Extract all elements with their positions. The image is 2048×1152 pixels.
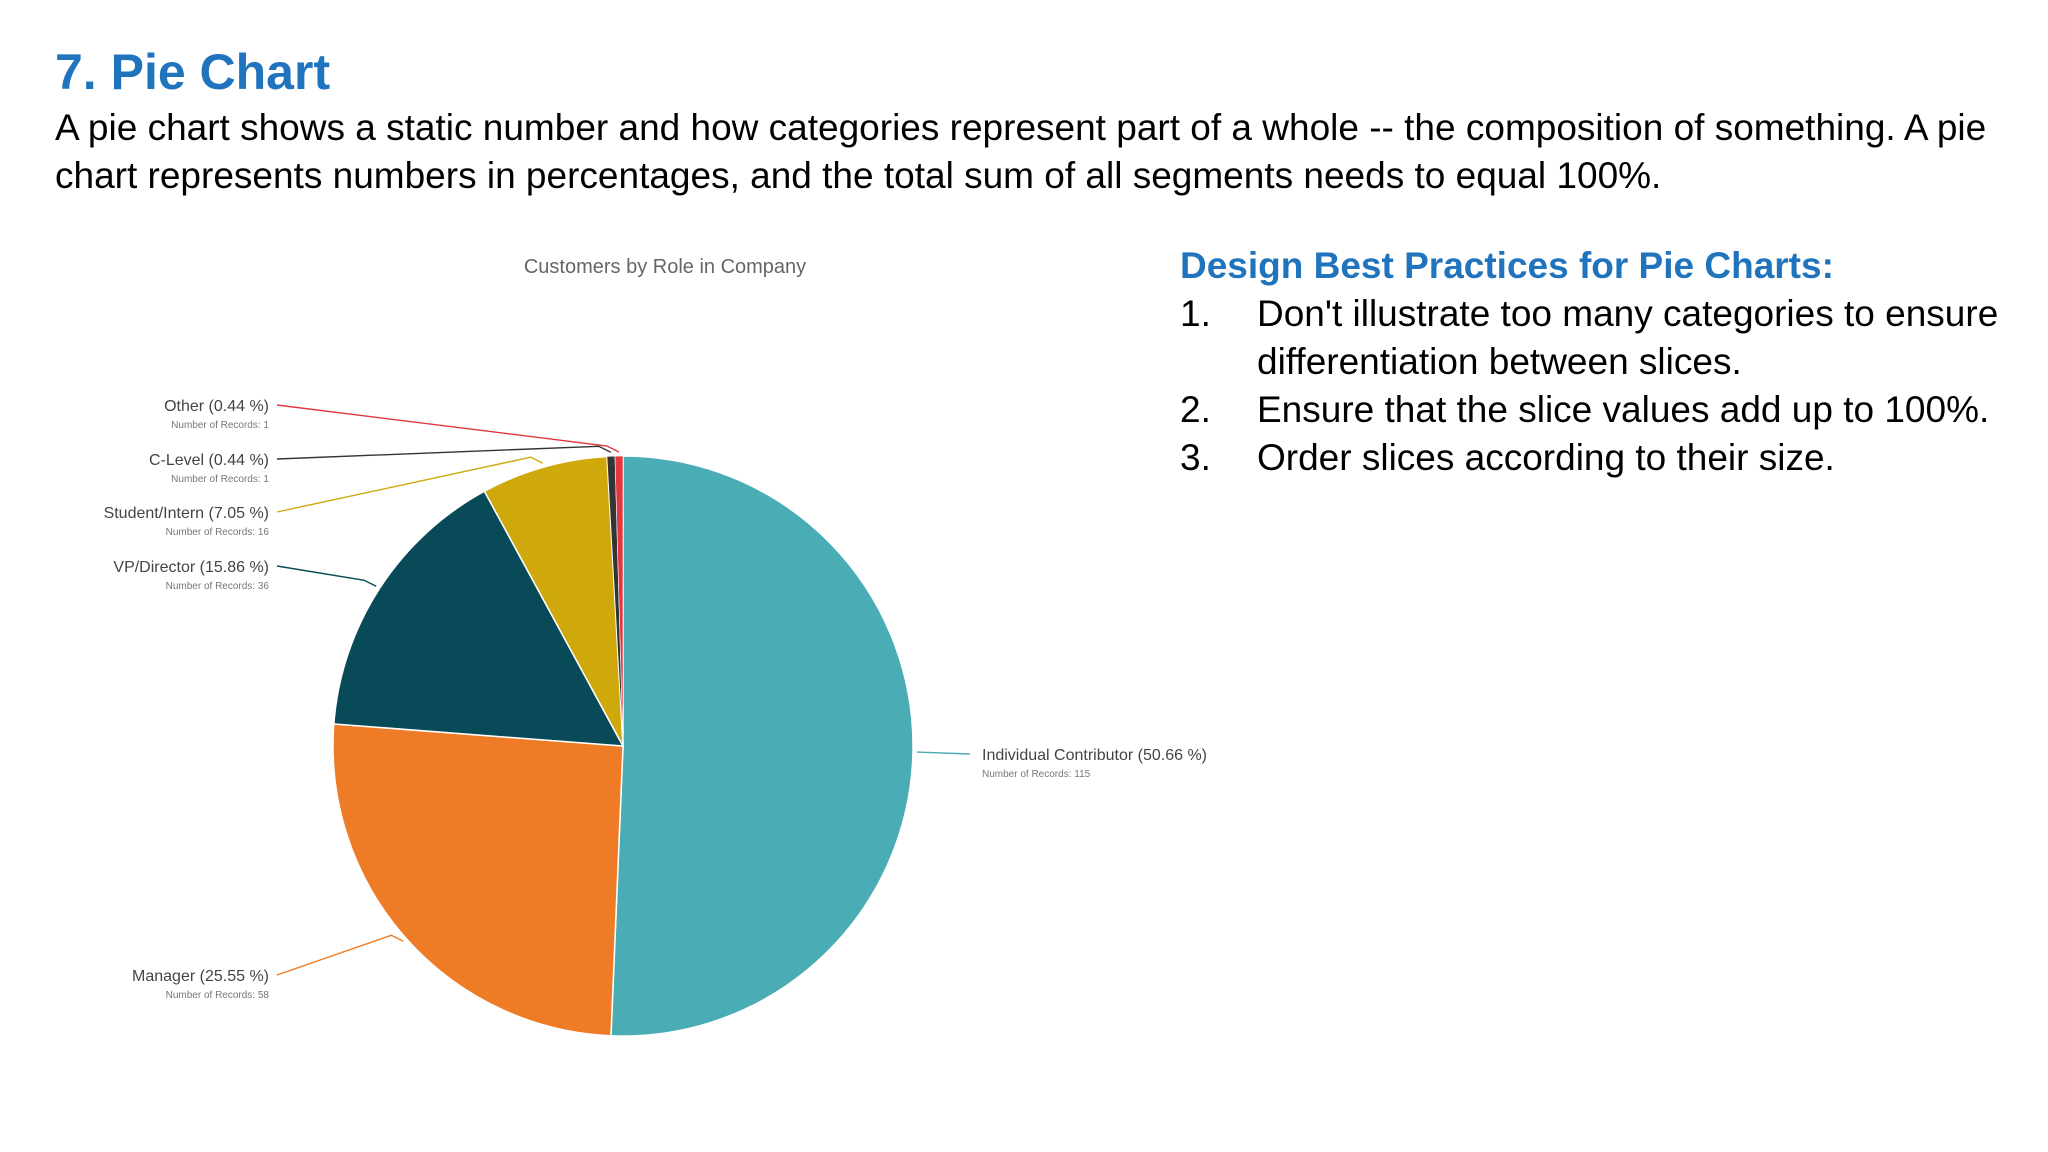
- callout-line: [276, 445, 612, 460]
- pie-slice-other: [614, 455, 624, 747]
- slice-label: Student/Intern (7.05 %): [104, 505, 269, 522]
- list-number: 3.: [1180, 437, 1211, 478]
- slice-records: Number of Records: 1: [171, 474, 269, 485]
- slice-records: Number of Records: 36: [166, 581, 270, 592]
- slice-label: Other (0.44 %): [164, 398, 269, 415]
- slice-labels: Individual Contributor (50.66 %) Number o…: [104, 398, 1207, 1001]
- best-practice-item: 3. Order slices according to their size.: [1180, 434, 2000, 482]
- list-number: 1.: [1180, 293, 1211, 334]
- callout-line: [276, 934, 404, 976]
- best-practices-heading: Design Best Practices for Pie Charts:: [1180, 245, 1834, 286]
- chart-title: Customers by Role in Company: [524, 256, 806, 278]
- callout-line: [276, 456, 544, 513]
- slice-records: Number of Records: 1: [171, 420, 269, 431]
- best-practice-item: 1. Don't illustrate too many categories …: [1180, 290, 2000, 386]
- slice-label: C-Level (0.44 %): [149, 452, 269, 469]
- pie-slice-individual-contributor: [610, 455, 914, 1037]
- slide-title: 7. Pie Chart: [55, 44, 331, 100]
- best-practice-text: Order slices according to their size.: [1257, 437, 1835, 478]
- slide-description: A pie chart shows a static number and ho…: [55, 107, 1987, 196]
- callout-line: [916, 751, 971, 755]
- best-practice-text: Don't illustrate too many categories to …: [1257, 293, 1999, 382]
- pie-chart-svg: Customers by Role in Company Individual …: [104, 256, 1207, 1037]
- slice-records: Number of Records: 115: [982, 769, 1091, 780]
- pie-slice-student-intern: [483, 455, 624, 747]
- slice-label: VP/Director (15.86 %): [113, 559, 269, 576]
- best-practices-panel: Design Best Practices for Pie Charts: 1.…: [1180, 242, 2000, 482]
- slice-label: Manager (25.55 %): [132, 968, 269, 985]
- pie-slices: [332, 455, 914, 1037]
- callout-lines: [276, 404, 971, 976]
- pie-chart: Customers by Role in Company Individual …: [70, 244, 1270, 1104]
- best-practice-text: Ensure that the slice values add up to 1…: [1257, 389, 1990, 430]
- best-practice-item: 2. Ensure that the slice values add up t…: [1180, 386, 2000, 434]
- slice-label: Individual Contributor (50.66 %): [982, 747, 1207, 764]
- best-practices-list: 1. Don't illustrate too many categories …: [1180, 290, 2000, 482]
- list-number: 2.: [1180, 389, 1211, 430]
- callout-line: [276, 565, 377, 587]
- slice-records: Number of Records: 58: [166, 990, 270, 1001]
- pie-slice-vp-director: [333, 490, 625, 747]
- pie-slice-manager: [332, 723, 624, 1037]
- callout-line: [276, 404, 620, 453]
- slice-records: Number of Records: 16: [166, 527, 270, 538]
